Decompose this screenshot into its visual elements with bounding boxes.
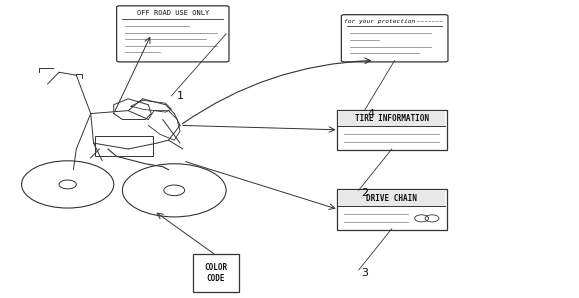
FancyBboxPatch shape [95, 136, 153, 156]
Text: 4: 4 [367, 108, 375, 119]
Text: TIRE INFORMATION: TIRE INFORMATION [355, 114, 429, 123]
Text: 1: 1 [177, 91, 184, 101]
Text: for your protection: for your protection [344, 18, 415, 24]
Text: OFF ROAD USE ONLY: OFF ROAD USE ONLY [137, 10, 209, 16]
Text: COLOR
CODE: COLOR CODE [204, 263, 228, 283]
Polygon shape [148, 111, 180, 140]
Polygon shape [113, 99, 151, 119]
FancyBboxPatch shape [116, 6, 229, 62]
FancyBboxPatch shape [342, 15, 448, 62]
Text: 2: 2 [361, 188, 369, 198]
FancyBboxPatch shape [193, 254, 239, 291]
FancyBboxPatch shape [337, 110, 447, 150]
FancyBboxPatch shape [339, 190, 445, 206]
FancyBboxPatch shape [337, 190, 447, 229]
Polygon shape [131, 100, 171, 112]
Text: 3: 3 [361, 268, 368, 278]
Text: DRIVE CHAIN: DRIVE CHAIN [367, 193, 417, 203]
FancyBboxPatch shape [339, 111, 445, 126]
